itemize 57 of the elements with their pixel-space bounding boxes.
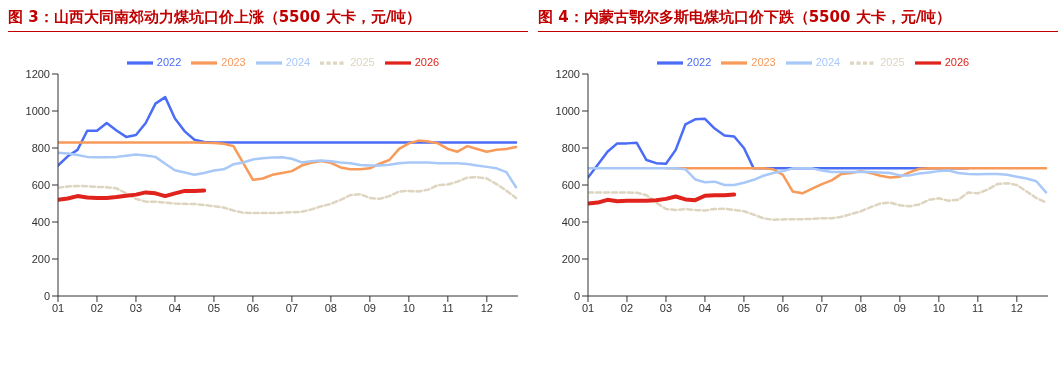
chart-title: 图 3：山西大同南郊动力煤坑口价上涨（5500 大卡，元/吨） — [8, 8, 528, 32]
line-series — [588, 167, 1048, 194]
x-tick-label: 09 — [363, 301, 376, 314]
x-tick-label: 04 — [698, 301, 712, 314]
legend-label: 2026 — [414, 55, 440, 68]
x-tick-label: 12 — [480, 301, 493, 314]
y-tick-label: 800 — [561, 141, 580, 154]
x-tick-label: 01 — [51, 301, 65, 314]
legend-label: 2022 — [686, 55, 712, 68]
x-tick-label: 01 — [581, 301, 595, 314]
chart-title: 图 4：内蒙古鄂尔多斯电煤坑口价下跌（5500 大卡，元/吨） — [538, 8, 1058, 32]
x-tick-label: 07 — [815, 301, 829, 314]
x-tick-label: 03 — [659, 301, 673, 314]
line-series — [58, 175, 518, 215]
x-tick-label: 12 — [1010, 301, 1023, 314]
y-tick-label: 600 — [31, 178, 50, 191]
x-tick-label: 03 — [129, 301, 143, 314]
legend-label: 2022 — [156, 55, 182, 68]
x-tick-label: 11 — [972, 301, 984, 314]
x-tick-label: 08 — [854, 301, 868, 314]
x-tick-label: 05 — [737, 301, 751, 314]
x-tick-label: 10 — [402, 301, 415, 314]
x-tick-label: 02 — [90, 301, 104, 314]
x-tick-label: 09 — [893, 301, 906, 314]
y-tick-label: 1200 — [25, 67, 50, 80]
x-tick-label: 08 — [324, 301, 338, 314]
x-tick-label: 04 — [168, 301, 182, 314]
y-tick-label: 0 — [573, 289, 580, 302]
legend-label: 2026 — [944, 55, 970, 68]
y-tick-label: 0 — [43, 289, 50, 302]
legend-label: 2025 — [880, 55, 905, 68]
x-tick-label: 07 — [285, 301, 299, 314]
legend-label: 2023 — [221, 55, 246, 68]
legend-label: 2023 — [751, 55, 776, 68]
y-tick-label: 1000 — [25, 104, 50, 117]
legend-label: 2024 — [285, 55, 311, 68]
y-tick-label: 600 — [561, 178, 580, 191]
y-tick-label: 1000 — [555, 104, 580, 117]
line-series — [58, 188, 207, 202]
legend-label: 2025 — [350, 55, 375, 68]
x-tick-label: 06 — [776, 301, 790, 314]
x-tick-label: 02 — [620, 301, 634, 314]
legend-label: 2024 — [815, 55, 841, 68]
line-series — [588, 192, 737, 206]
line-series — [58, 151, 518, 189]
x-tick-label: 06 — [246, 301, 260, 314]
x-tick-label: 05 — [207, 301, 221, 314]
y-tick-label: 800 — [31, 141, 50, 154]
y-tick-label: 400 — [561, 215, 580, 228]
y-tick-label: 200 — [31, 252, 50, 265]
y-tick-label: 1200 — [555, 67, 580, 80]
y-tick-label: 400 — [31, 215, 50, 228]
x-tick-label: 11 — [442, 301, 454, 314]
line-series — [588, 181, 1048, 222]
y-tick-label: 200 — [561, 252, 580, 265]
x-tick-label: 10 — [932, 301, 945, 314]
line-series — [58, 139, 518, 182]
